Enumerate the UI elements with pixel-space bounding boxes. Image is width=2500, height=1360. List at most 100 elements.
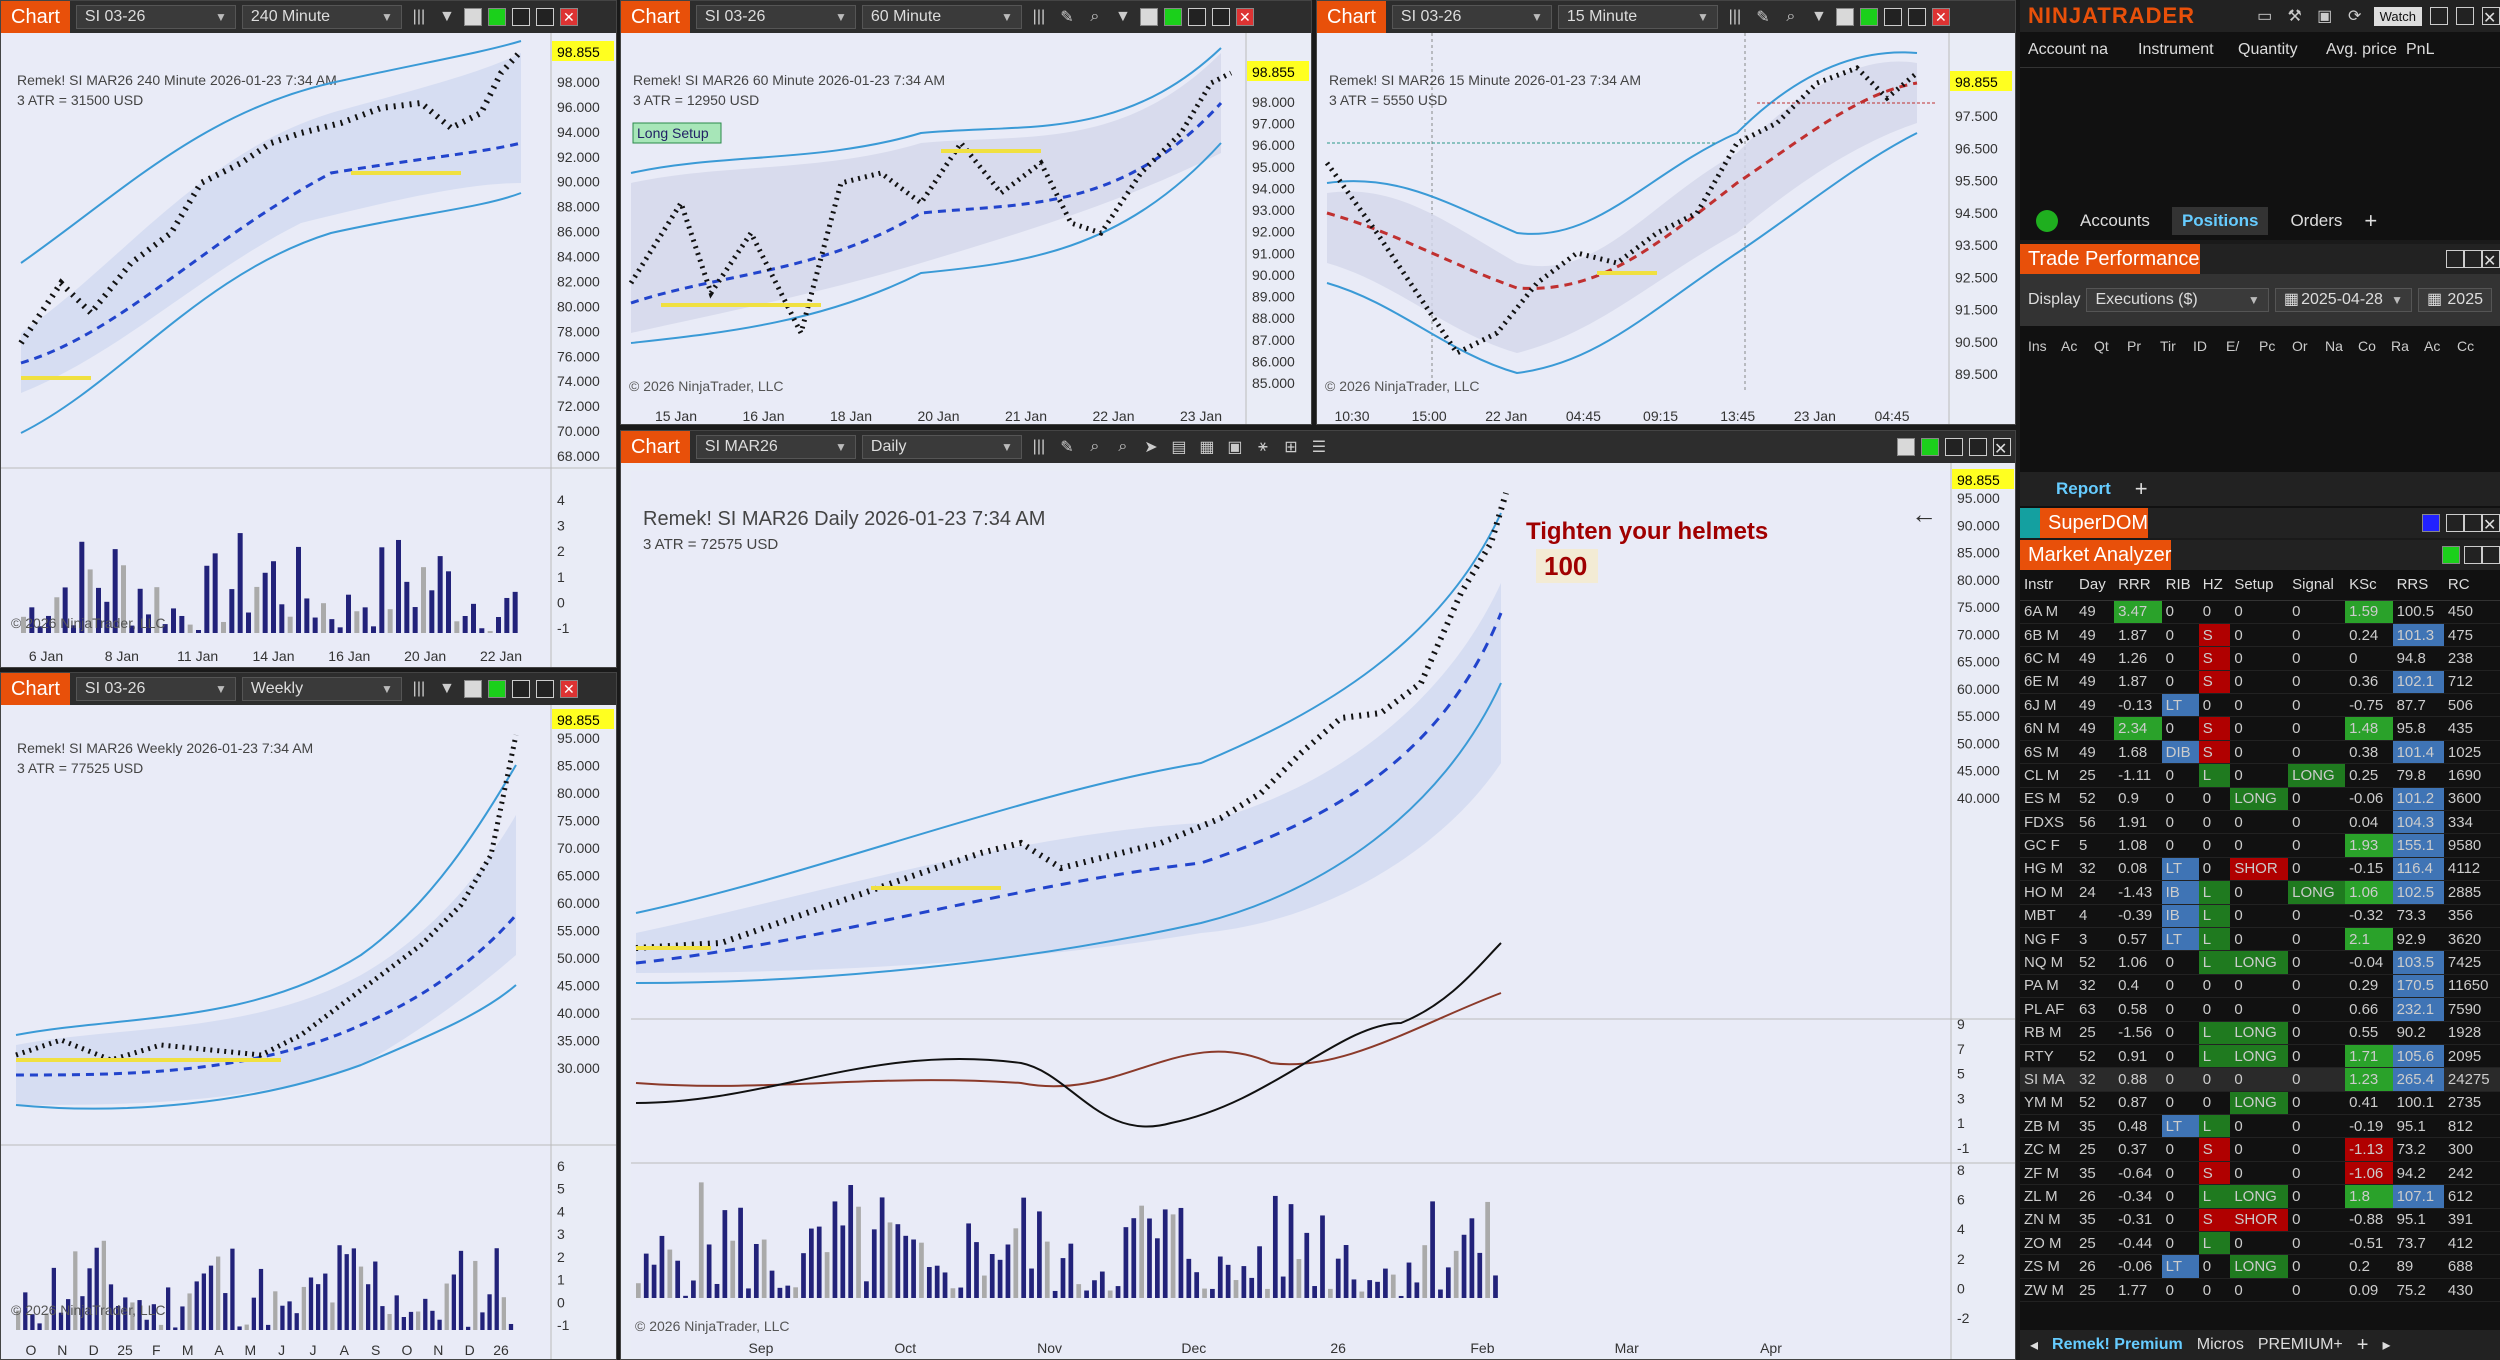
table-row[interactable]: ZS M 26 -0.06 LT 0 LONG 0 0.2 89 688 bbox=[2020, 1254, 2500, 1279]
col-header[interactable]: Co bbox=[2358, 338, 2376, 354]
table-row[interactable]: 6S M 49 1.68 DIB S 0 0 0.38 101.4 1025 bbox=[2020, 740, 2500, 765]
table-row[interactable]: RB M 25 -1.56 0 L LONG 0 0.55 90.2 1928 bbox=[2020, 1021, 2500, 1045]
col-header[interactable]: RRR bbox=[2114, 570, 2162, 601]
tab-positions[interactable]: Positions bbox=[2171, 207, 2269, 235]
workspace-icon[interactable]: ▣ bbox=[2317, 8, 2333, 25]
add-tab-button[interactable]: + bbox=[2356, 1333, 2369, 1356]
indicators-icon[interactable]: ⊞ bbox=[1284, 439, 1298, 456]
maximize-icon[interactable] bbox=[2482, 546, 2500, 564]
col-header[interactable]: ID bbox=[2193, 338, 2207, 354]
zoom-out-icon[interactable]: ⌕ bbox=[1118, 438, 1128, 455]
col-header[interactable]: Qt bbox=[2094, 338, 2109, 354]
table-row[interactable]: ZW M 25 1.77 0 0 0 0 0.09 75.2 430 bbox=[2020, 1278, 2500, 1303]
zoom-icon[interactable]: ⌕ bbox=[1786, 8, 1796, 25]
table-row[interactable]: RTY 52 0.91 0 L LONG 0 1.71 105.6 2095 bbox=[2020, 1044, 2500, 1069]
bar-type-icon[interactable]: ||| bbox=[1032, 438, 1046, 455]
minimize-icon[interactable] bbox=[2446, 514, 2464, 532]
tab-remek-premium[interactable]: Remek! Premium bbox=[2052, 1336, 2183, 1353]
col-header[interactable]: E/ bbox=[2226, 338, 2240, 354]
instrument-select[interactable]: SI 03-26 ▼ bbox=[75, 5, 236, 29]
tab-accounts[interactable]: Accounts bbox=[2080, 211, 2150, 230]
table-row[interactable]: NQ M 52 1.06 0 L LONG 0 -0.04 103.5 7425 bbox=[2020, 950, 2500, 975]
table-row[interactable]: 6J M 49 -0.13 LT 0 0 0 -0.75 87.7 506 bbox=[2020, 693, 2500, 718]
col-header[interactable]: Avg. price bbox=[2326, 40, 2397, 58]
maximize-icon[interactable] bbox=[1907, 8, 1926, 26]
pointer-icon[interactable]: ➤ bbox=[1144, 439, 1158, 456]
link-green-icon[interactable] bbox=[1859, 8, 1878, 26]
table-row[interactable]: ZF M 35 -0.64 0 S 0 0 -1.06 94.2 242 bbox=[2020, 1161, 2500, 1186]
bar-type-icon[interactable]: ||| bbox=[1032, 8, 1046, 25]
strategy-icon[interactable]: ⚹ bbox=[1258, 438, 1268, 455]
pencil-icon[interactable]: ✎ bbox=[1060, 9, 1074, 26]
instrument-select[interactable]: SI 03-26 ▼ bbox=[1391, 5, 1552, 29]
link-green-icon[interactable] bbox=[487, 680, 506, 698]
col-header[interactable]: Account na bbox=[2028, 40, 2109, 58]
link-green-icon[interactable] bbox=[1163, 8, 1182, 26]
maximize-icon[interactable] bbox=[535, 680, 554, 698]
table-row[interactable]: 6C M 49 1.26 0 S 0 0 0 94.8 238 bbox=[2020, 646, 2500, 671]
table-row[interactable]: CL M 25 -1.11 0 L 0 LONG 0.25 79.8 1690 bbox=[2020, 763, 2500, 788]
bar-type-icon[interactable]: ||| bbox=[1728, 8, 1742, 25]
table-row[interactable]: 6A M 49 3.47 0 0 0 0 1.59 100.5 450 bbox=[2020, 600, 2500, 624]
dropdown-arrow-icon[interactable]: ▼ bbox=[1810, 8, 1827, 25]
close-icon[interactable]: ✕ bbox=[2482, 7, 2500, 27]
tab-orders[interactable]: Orders bbox=[2290, 211, 2343, 230]
instrument-select[interactable]: SI MAR26 ▼ bbox=[695, 435, 856, 459]
table-row[interactable]: PA M 32 0.4 0 0 0 0 0.29 170.5 11650 bbox=[2020, 974, 2500, 999]
to-date[interactable]: ▦ 2025 bbox=[2418, 288, 2492, 312]
table-row[interactable]: ZL M 26 -0.34 0 L LONG 0 1.8 107.1 612 bbox=[2020, 1184, 2500, 1209]
minimize-icon[interactable] bbox=[511, 8, 530, 26]
from-date[interactable]: ▦ 2025-04-28 ▼ bbox=[2274, 288, 2413, 312]
window-icon[interactable]: ▭ bbox=[2257, 8, 2273, 25]
link-blue-icon[interactable] bbox=[2422, 514, 2440, 532]
chart-tab[interactable]: Chart bbox=[1, 1, 70, 33]
minimize-icon[interactable] bbox=[2446, 250, 2464, 268]
table-row[interactable]: ZC M 25 0.37 0 S 0 0 -1.13 73.2 300 bbox=[2020, 1137, 2500, 1162]
period-select[interactable]: 60 Minute ▼ bbox=[861, 5, 1022, 29]
table-row[interactable]: ZB M 35 0.48 LT L 0 0 -0.19 95.1 812 bbox=[2020, 1114, 2500, 1139]
bar-type-icon[interactable]: ||| bbox=[412, 8, 426, 25]
pencil-icon[interactable]: ✎ bbox=[1060, 439, 1074, 456]
close-icon[interactable]: ✕ bbox=[2482, 250, 2500, 270]
col-header[interactable]: Instr bbox=[2020, 570, 2076, 601]
table-row[interactable]: 6E M 49 1.87 0 S 0 0 0.36 102.1 712 bbox=[2020, 670, 2500, 695]
table-row[interactable]: 6B M 49 1.87 0 S 0 0 0.24 101.3 475 bbox=[2020, 623, 2500, 648]
chart-plot[interactable]: Remek! SI MAR26 Weekly 2026-01-23 7:34 A… bbox=[1, 705, 616, 1359]
table-row[interactable]: ES M 52 0.9 0 0 LONG 0 -0.06 101.2 3600 bbox=[2020, 787, 2500, 812]
maximize-icon[interactable] bbox=[1211, 8, 1230, 26]
close-icon[interactable]: ✕ bbox=[1993, 438, 2011, 458]
chart-tab[interactable]: Chart bbox=[1, 673, 70, 705]
col-header[interactable]: Day bbox=[2075, 570, 2115, 601]
maximize-icon[interactable] bbox=[1969, 438, 1987, 456]
col-header[interactable]: HZ bbox=[2198, 570, 2231, 601]
link-green-icon[interactable] bbox=[2442, 546, 2460, 564]
link-color-icon[interactable] bbox=[1897, 438, 1915, 456]
instrument-select[interactable]: SI 03-26 ▼ bbox=[75, 677, 236, 701]
minimize-icon[interactable] bbox=[2430, 7, 2448, 25]
col-header[interactable]: Ac bbox=[2061, 338, 2078, 354]
link-color-icon[interactable] bbox=[463, 680, 482, 698]
minimize-icon[interactable] bbox=[1945, 438, 1963, 456]
chart-tab[interactable]: Chart bbox=[621, 431, 690, 463]
chart-plot[interactable]: Remek! SI MAR26 60 Minute 2026-01-23 7:3… bbox=[621, 33, 1311, 424]
col-header[interactable]: Quantity bbox=[2238, 40, 2298, 58]
maximize-icon[interactable] bbox=[2464, 514, 2482, 532]
col-header[interactable]: Or bbox=[2292, 338, 2308, 354]
close-icon[interactable]: ✕ bbox=[1931, 8, 1950, 26]
chart-plot[interactable]: Remek! SI MAR26 15 Minute 2026-01-23 7:3… bbox=[1317, 33, 2015, 424]
zoom-icon[interactable]: ⌕ bbox=[1090, 8, 1100, 25]
tab-report[interactable]: Report bbox=[2056, 479, 2111, 498]
col-header[interactable]: Ra bbox=[2391, 338, 2409, 354]
minimize-icon[interactable] bbox=[1883, 8, 1902, 26]
table-row[interactable]: NG F 3 0.57 LT L 0 0 2.1 92.9 3620 bbox=[2020, 927, 2500, 952]
table-row[interactable]: ZO M 25 -0.44 0 L 0 0 -0.51 73.7 412 bbox=[2020, 1231, 2500, 1256]
minimize-icon[interactable] bbox=[2464, 546, 2482, 564]
scroll-left-icon[interactable]: ◂ bbox=[2030, 1337, 2039, 1354]
table-row[interactable]: MBT 4 -0.39 IB L 0 0 -0.32 73.3 356 bbox=[2020, 904, 2500, 928]
zoom-icon[interactable]: ⌕ bbox=[1090, 438, 1100, 455]
col-header[interactable]: RC bbox=[2443, 570, 2500, 601]
link-color-icon[interactable] bbox=[1835, 8, 1854, 26]
col-header[interactable]: Setup bbox=[2230, 570, 2289, 601]
table-row[interactable]: PL AF 63 0.58 0 0 0 0 0.66 232.1 7590 bbox=[2020, 997, 2500, 1022]
col-header[interactable]: KSc bbox=[2345, 570, 2393, 601]
